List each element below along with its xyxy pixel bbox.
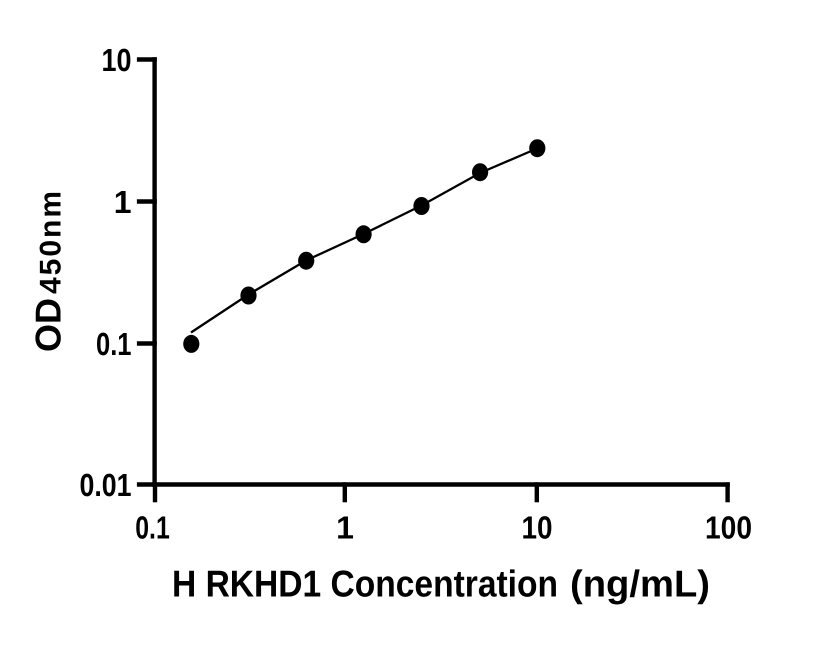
svg-text:0.1: 0.1 — [135, 510, 170, 546]
svg-text:10: 10 — [102, 42, 132, 78]
svg-text:H RKHD1 Concentration: H RKHD1 Concentration — [172, 563, 558, 605]
svg-text:0.01: 0.01 — [80, 467, 132, 503]
svg-text:100: 100 — [705, 510, 752, 546]
svg-text:1: 1 — [114, 184, 132, 220]
svg-text:0.1: 0.1 — [96, 326, 132, 362]
svg-text:1: 1 — [336, 510, 354, 546]
svg-text:OD450nm: OD450nm — [28, 189, 69, 352]
svg-text:10: 10 — [522, 510, 553, 546]
svg-text:(ng/mL): (ng/mL) — [570, 563, 710, 605]
